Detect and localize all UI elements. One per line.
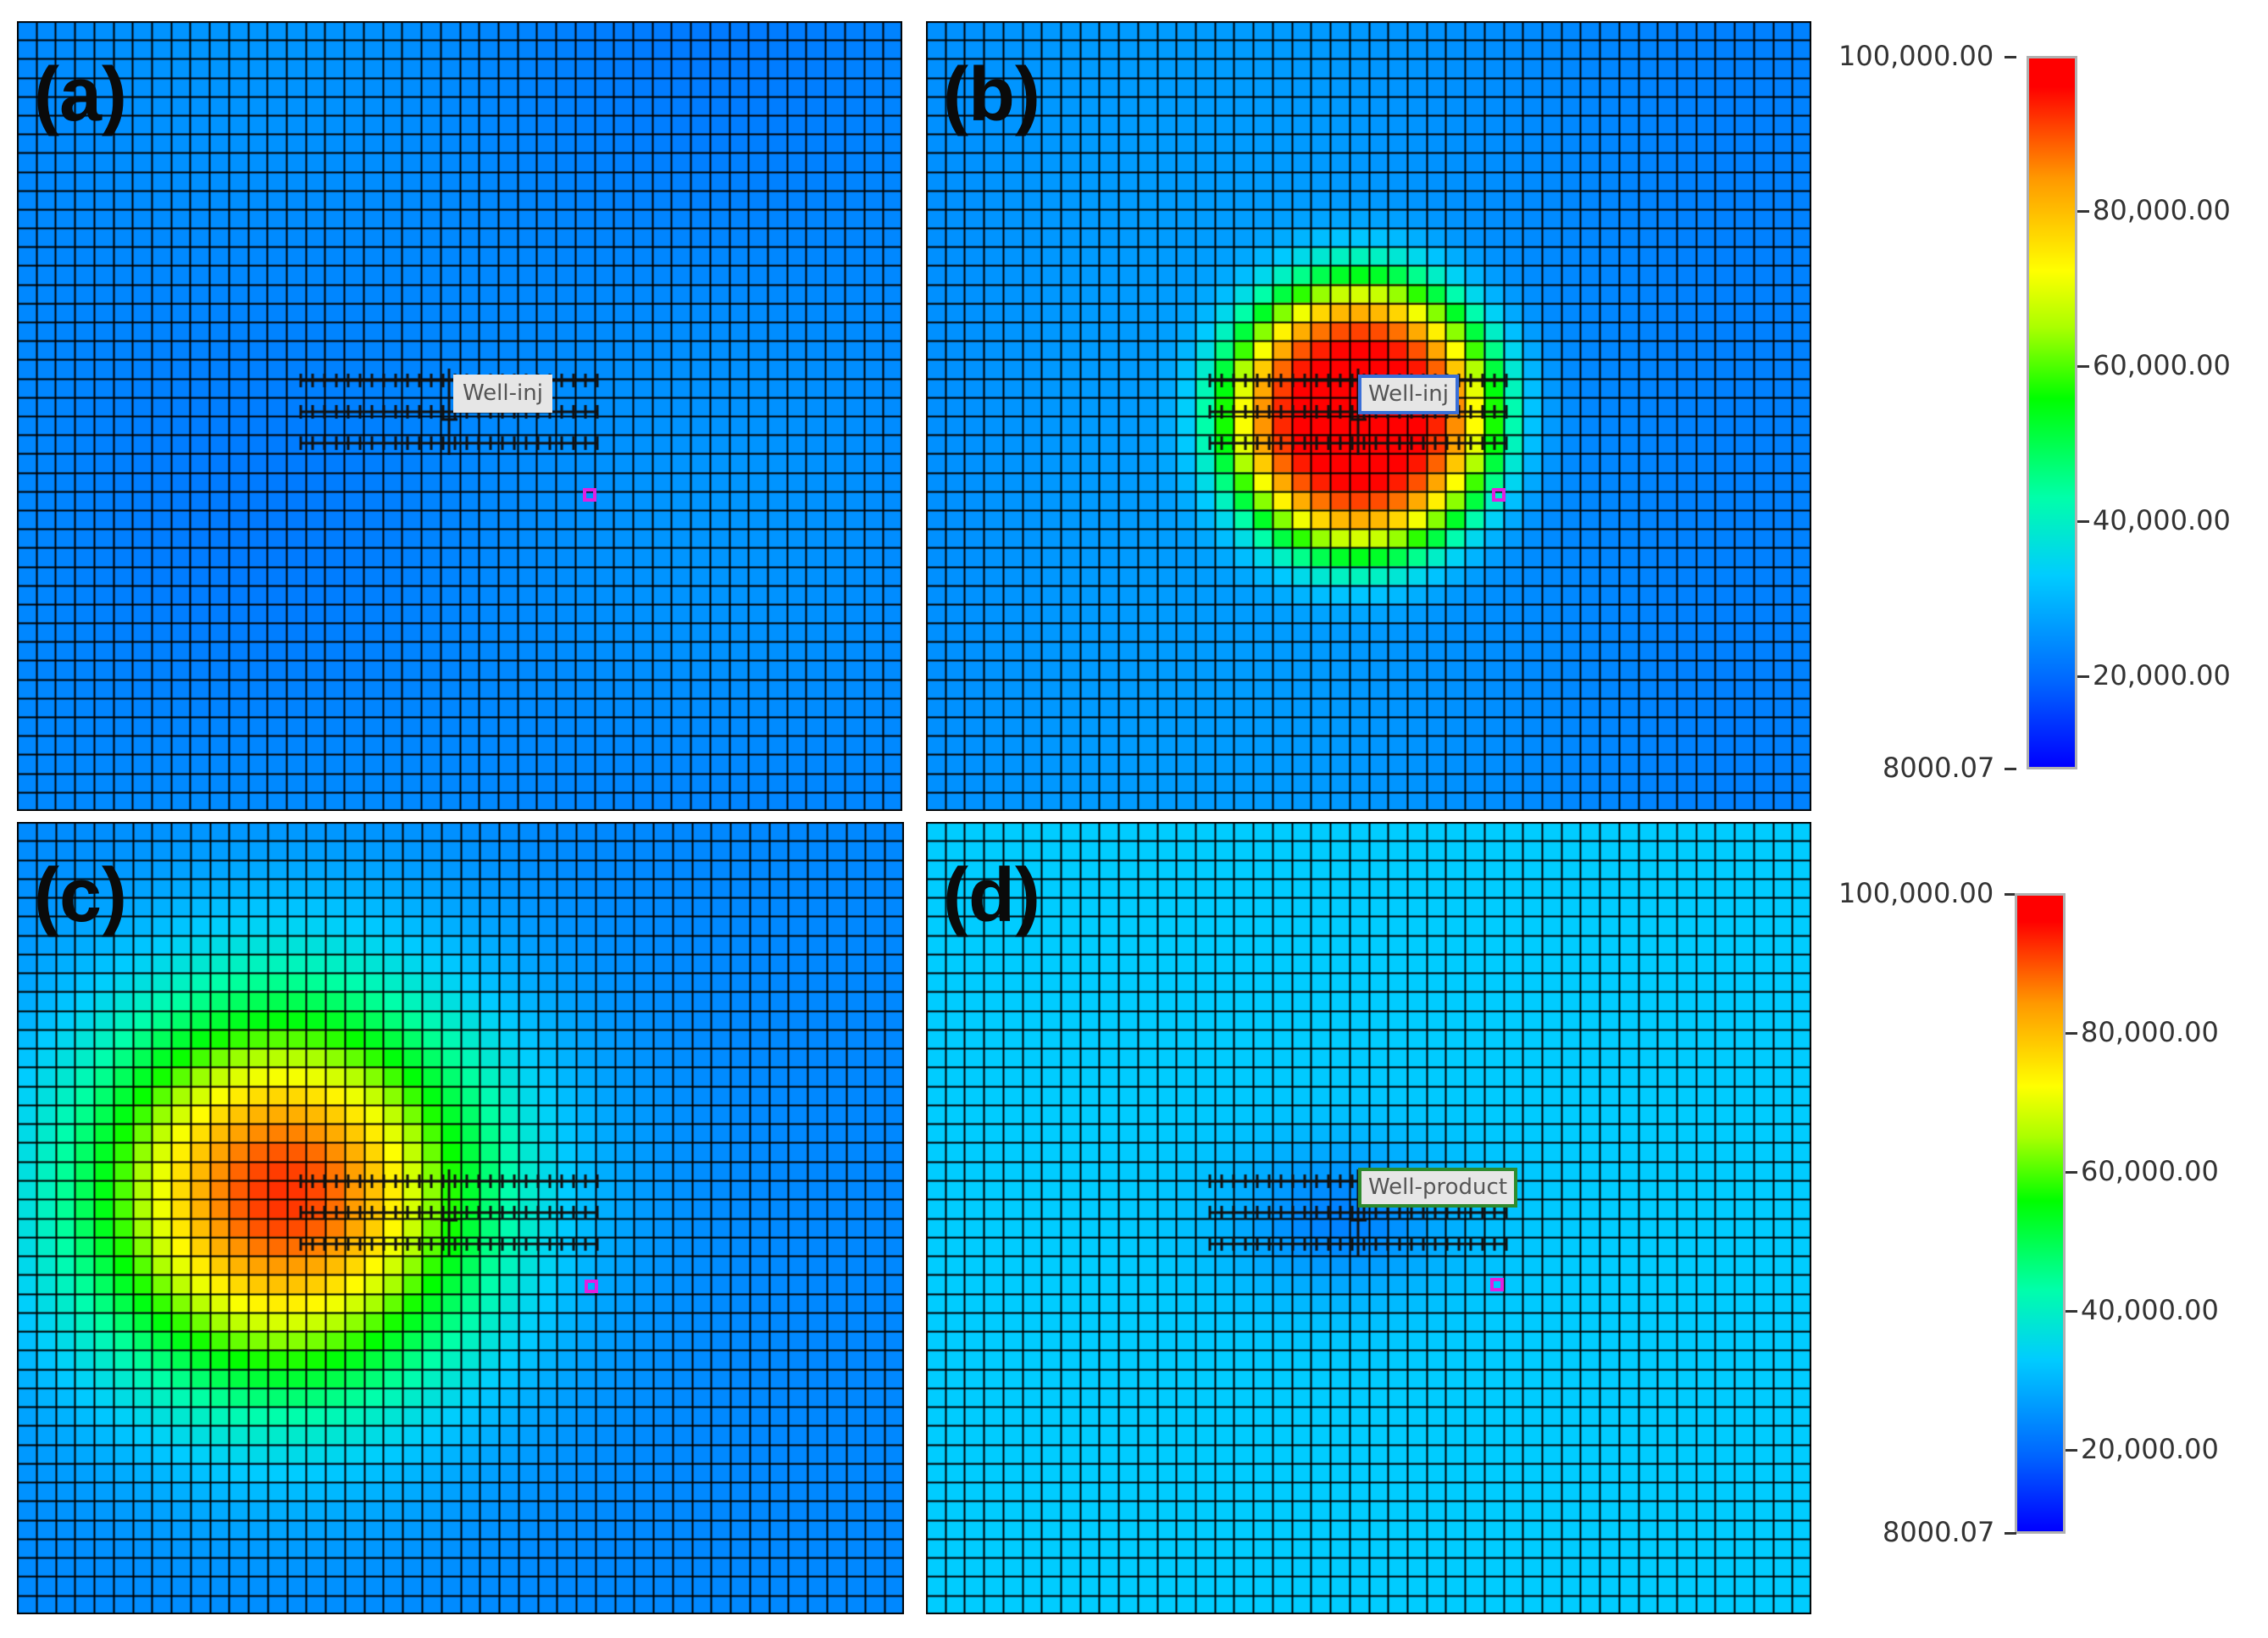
colorbar-bottom-label-60k: 60,000.00 [2081, 1155, 2219, 1187]
colorbar-bottom-label-40k: 40,000.00 [2081, 1294, 2219, 1326]
colorbar-bottom-min: 8000.07 [1883, 1516, 1995, 1548]
well-label-d: Well-product [1358, 1168, 1518, 1208]
colorbar-bottom-max-tick [2005, 893, 2016, 896]
grid-field-b [926, 21, 1811, 811]
monitor-marker-c [585, 1280, 598, 1293]
colorbar-bottom-tick-80k [2066, 1032, 2077, 1035]
colorbar-top-label-80k: 80,000.00 [2093, 194, 2231, 226]
well-label-a: Well-inj [453, 375, 552, 414]
panel-label-a: (a) [34, 53, 127, 137]
panel-label-c: (c) [34, 853, 127, 938]
colorbar-bottom: 100,000.00 80,000.00 60,000.00 40,000.00… [1838, 880, 2262, 1557]
colorbar-top-tick-80k [2077, 210, 2089, 213]
colorbar-top-min: 8000.07 [1883, 752, 1995, 784]
colorbar-bottom-min-tick [2005, 1532, 2016, 1535]
panel-a: (a) Well-inj [17, 21, 902, 811]
colorbar-bottom-label-80k: 80,000.00 [2081, 1016, 2219, 1048]
colorbar-top-min-tick [2005, 768, 2016, 770]
panel-label-b: (b) [943, 53, 1040, 137]
colorbar-bottom-max: 100,000.00 [1838, 877, 1994, 909]
colorbar-top-max-tick [2005, 56, 2016, 58]
monitor-marker-a [583, 488, 596, 502]
colorbar-top-tick-40k [2077, 520, 2089, 523]
colorbar-top-gradient [2027, 56, 2077, 769]
panel-c: (c) [17, 822, 904, 1614]
grid-field-c [17, 822, 904, 1614]
colorbar-top-max: 100,000.00 [1838, 40, 1994, 72]
colorbar-bottom-tick-60k [2066, 1171, 2077, 1174]
colorbar-top-tick-60k [2077, 365, 2089, 368]
colorbar-top-tick-20k [2077, 675, 2089, 678]
colorbar-top-label-60k: 60,000.00 [2093, 349, 2231, 381]
colorbar-top-label-40k: 40,000.00 [2093, 504, 2231, 536]
colorbar-top-label-20k: 20,000.00 [2093, 659, 2231, 691]
grid-field-a [17, 21, 902, 811]
panel-b: (b) Well-inj [926, 21, 1811, 811]
panel-d: (d) Well-product [926, 822, 1811, 1614]
colorbar-bottom-tick-40k [2066, 1310, 2077, 1313]
colorbar-bottom-label-20k: 20,000.00 [2081, 1433, 2219, 1465]
colorbar-top: 100,000.00 80,000.00 60,000.00 40,000.00… [1838, 42, 2262, 788]
monitor-marker-d [1490, 1278, 1504, 1291]
well-label-b: Well-inj [1358, 375, 1459, 415]
colorbar-bottom-tick-20k [2066, 1449, 2077, 1452]
colorbar-bottom-gradient [2015, 893, 2066, 1534]
panel-label-d: (d) [943, 853, 1040, 938]
grid-field-d [926, 822, 1811, 1614]
monitor-marker-b [1492, 488, 1506, 502]
